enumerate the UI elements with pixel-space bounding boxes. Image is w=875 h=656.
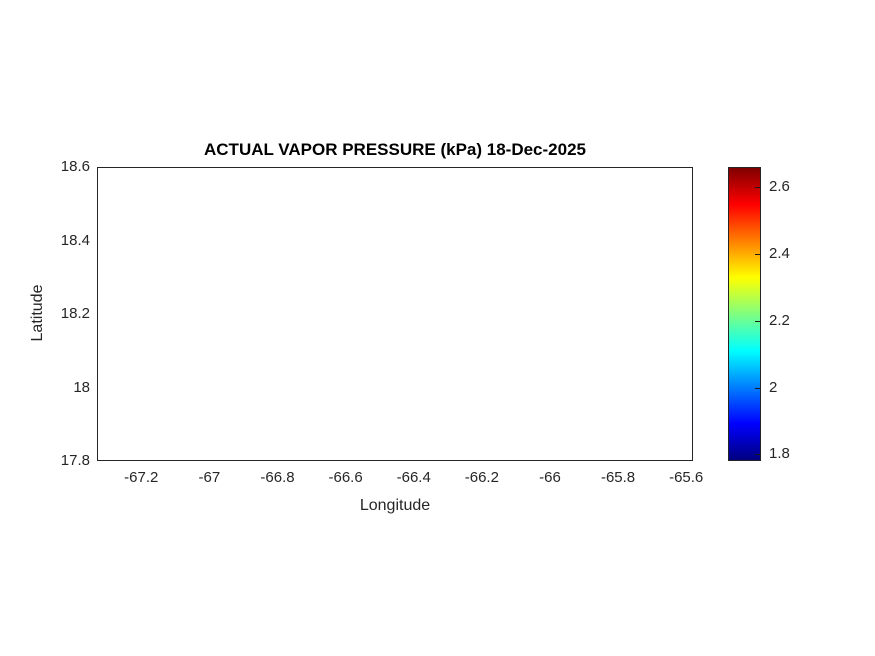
colorbar-tick-label: 1.8 <box>769 445 790 463</box>
x-tick-label: -66.8 <box>260 469 295 486</box>
colorbar <box>728 167 761 461</box>
y-tick-label: 18.2 <box>60 305 90 322</box>
x-tick-label: -66.2 <box>464 469 499 486</box>
x-tick-label: -66 <box>539 469 561 486</box>
colorbar-tick-mark <box>755 388 760 389</box>
x-axis-label: Longitude <box>359 497 431 514</box>
x-tick-label: -67.2 <box>124 469 159 486</box>
y-tick-label: 17.8 <box>60 452 90 469</box>
y-tick-label: 18.4 <box>60 231 90 249</box>
y-tick-label: 18.6 <box>60 158 90 175</box>
colorbar-tick-mark <box>755 254 760 255</box>
x-tick-label: -66.6 <box>328 469 363 486</box>
colorbar-tick-label: 2.6 <box>769 178 790 196</box>
y-axis-label: Latitude <box>29 284 46 342</box>
colorbar-tick-label: 2.2 <box>769 311 790 329</box>
colorbar-tick-mark <box>755 454 760 455</box>
x-tick-label: -66.4 <box>396 469 431 486</box>
y-tick-label: 18 <box>73 378 90 396</box>
colorbar-tick-label: 2.4 <box>769 244 790 262</box>
colorbar-tick-mark <box>755 187 760 188</box>
x-tick-label: -67 <box>198 469 221 486</box>
colorbar-tick-mark <box>755 321 760 322</box>
chart-title: ACTUAL VAPOR PRESSURE (kPa) 18-Dec-2025 <box>204 140 586 159</box>
colorbar-tick-label: 2 <box>769 378 778 396</box>
x-tick-label: -65.6 <box>669 469 704 486</box>
axes-frame <box>97 167 693 461</box>
x-tick-label: -65.8 <box>600 469 636 486</box>
